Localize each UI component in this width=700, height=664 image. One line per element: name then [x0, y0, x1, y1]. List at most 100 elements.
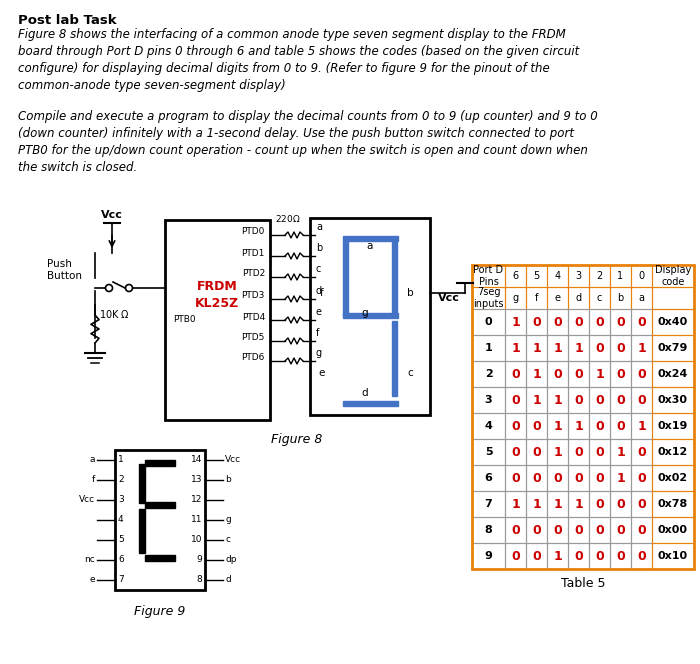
- Text: 0: 0: [574, 446, 583, 459]
- Bar: [472, 439, 505, 465]
- Bar: [472, 265, 505, 287]
- Text: 0x02: 0x02: [658, 473, 688, 483]
- Text: a: a: [638, 293, 645, 303]
- Text: Vcc: Vcc: [101, 210, 123, 220]
- Text: Figure 9: Figure 9: [134, 605, 186, 618]
- Bar: [505, 517, 526, 543]
- Text: 0: 0: [532, 471, 541, 485]
- Text: 1: 1: [553, 497, 562, 511]
- Text: 6: 6: [118, 556, 124, 564]
- Text: nc: nc: [84, 556, 95, 564]
- Bar: [610, 413, 631, 439]
- Bar: [343, 236, 398, 241]
- Text: 1: 1: [532, 497, 541, 511]
- Text: 1: 1: [553, 420, 562, 432]
- Text: 0: 0: [616, 420, 625, 432]
- Text: 8: 8: [196, 576, 202, 584]
- Text: 2: 2: [118, 475, 124, 485]
- Text: 5: 5: [484, 447, 492, 457]
- Bar: [610, 517, 631, 543]
- Text: b: b: [225, 475, 231, 485]
- Bar: [631, 309, 652, 335]
- Bar: [145, 460, 175, 466]
- Text: Vcc: Vcc: [79, 495, 95, 505]
- Text: 0: 0: [553, 471, 562, 485]
- Text: 1: 1: [637, 420, 646, 432]
- Text: 1: 1: [574, 497, 583, 511]
- Text: 0: 0: [637, 446, 646, 459]
- Bar: [547, 439, 568, 465]
- Bar: [610, 387, 631, 413]
- Text: 6: 6: [484, 473, 492, 483]
- Bar: [589, 387, 610, 413]
- Bar: [589, 413, 610, 439]
- Text: 3: 3: [118, 495, 124, 505]
- Text: 0x10: 0x10: [658, 551, 688, 561]
- Text: 1: 1: [511, 315, 520, 329]
- Bar: [610, 361, 631, 387]
- Text: 0: 0: [595, 446, 604, 459]
- Text: 12: 12: [190, 495, 202, 505]
- Bar: [631, 361, 652, 387]
- Text: 3: 3: [484, 395, 492, 405]
- Bar: [610, 265, 631, 287]
- Bar: [547, 387, 568, 413]
- Text: Vcc: Vcc: [225, 456, 241, 465]
- Bar: [505, 335, 526, 361]
- Bar: [343, 241, 348, 316]
- Text: c: c: [597, 293, 602, 303]
- Text: 0: 0: [638, 271, 645, 281]
- Bar: [472, 491, 505, 517]
- Bar: [547, 517, 568, 543]
- Bar: [505, 387, 526, 413]
- Text: 0: 0: [484, 317, 492, 327]
- Bar: [631, 413, 652, 439]
- Text: Vcc: Vcc: [438, 293, 460, 303]
- Text: 8: 8: [484, 525, 492, 535]
- Bar: [568, 309, 589, 335]
- Bar: [589, 361, 610, 387]
- Text: FRDM
KL25Z: FRDM KL25Z: [195, 280, 239, 310]
- Bar: [568, 335, 589, 361]
- Bar: [568, 361, 589, 387]
- Text: b: b: [316, 243, 322, 253]
- Bar: [631, 465, 652, 491]
- Text: 1: 1: [532, 394, 541, 406]
- Text: 0x12: 0x12: [658, 447, 688, 457]
- Text: b: b: [407, 288, 413, 298]
- Bar: [505, 543, 526, 569]
- Text: 0: 0: [553, 523, 562, 537]
- Bar: [610, 465, 631, 491]
- Bar: [652, 265, 694, 287]
- Text: 1: 1: [118, 456, 124, 465]
- Text: 0: 0: [532, 420, 541, 432]
- Bar: [526, 387, 547, 413]
- Bar: [631, 543, 652, 569]
- Bar: [139, 464, 145, 503]
- Bar: [145, 555, 175, 561]
- Text: d: d: [575, 293, 582, 303]
- Bar: [343, 401, 398, 406]
- Text: 1: 1: [553, 394, 562, 406]
- Bar: [568, 439, 589, 465]
- Bar: [652, 413, 694, 439]
- Bar: [526, 517, 547, 543]
- Text: 10: 10: [190, 535, 202, 544]
- Bar: [472, 265, 694, 569]
- Text: 0: 0: [532, 523, 541, 537]
- Text: 0x00: 0x00: [658, 525, 688, 535]
- Text: 0: 0: [532, 315, 541, 329]
- Text: b: b: [617, 293, 624, 303]
- Text: 1: 1: [553, 550, 562, 562]
- Text: 0: 0: [511, 471, 520, 485]
- Bar: [652, 387, 694, 413]
- Bar: [568, 387, 589, 413]
- Text: 0: 0: [595, 471, 604, 485]
- Text: 0x79: 0x79: [658, 343, 688, 353]
- Text: 0: 0: [511, 446, 520, 459]
- Text: 0: 0: [637, 550, 646, 562]
- Text: 0: 0: [637, 394, 646, 406]
- Text: 1: 1: [616, 471, 625, 485]
- Bar: [310, 218, 430, 415]
- Text: 1: 1: [617, 271, 624, 281]
